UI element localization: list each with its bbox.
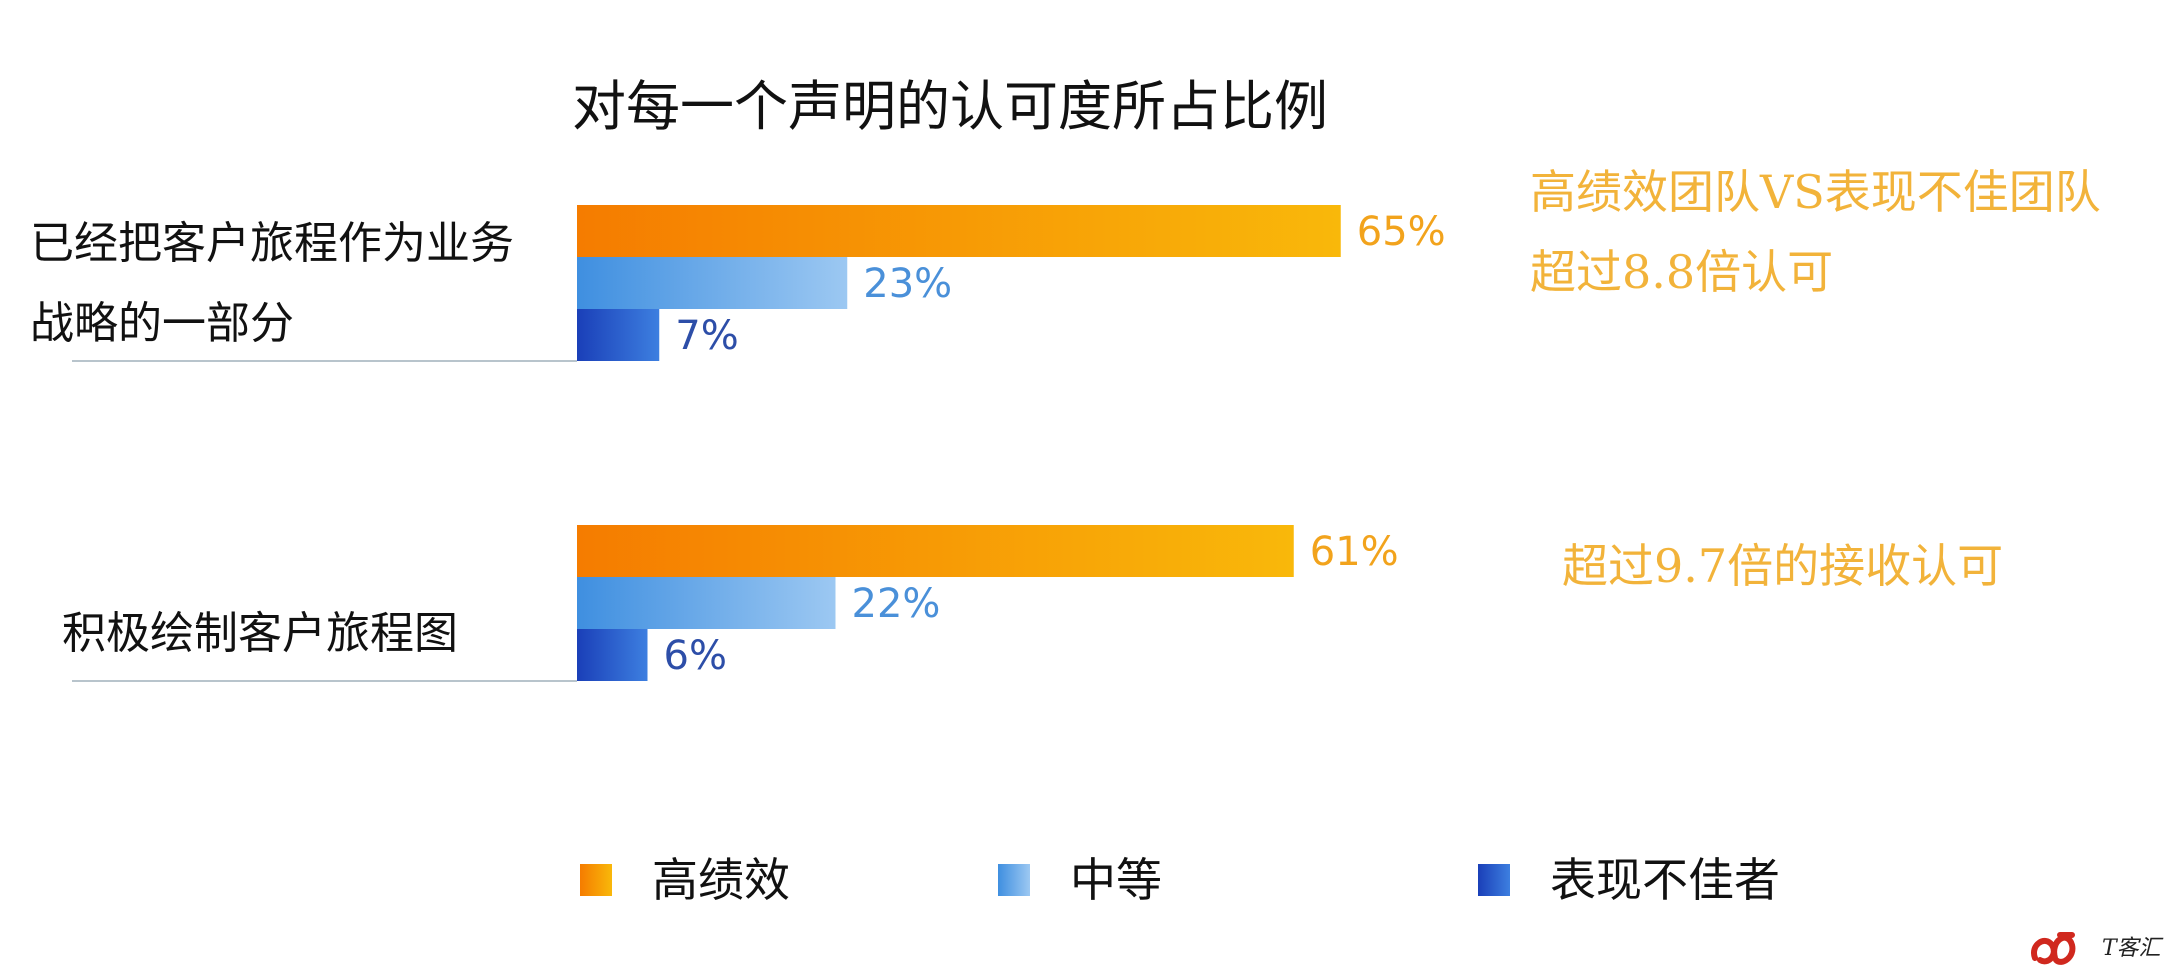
- annotation: 超过8.8倍认可: [1530, 245, 1833, 299]
- legend-label: 高绩效: [652, 853, 790, 907]
- bar: [577, 629, 648, 681]
- watermark-logo: T客汇: [2031, 932, 2164, 965]
- legend: 高绩效 中等 表现不佳者: [580, 853, 1780, 907]
- data-label: 6%: [664, 633, 727, 679]
- legend-item: 中等: [998, 853, 1162, 907]
- bar: [577, 577, 836, 629]
- legend-swatch: [580, 864, 612, 896]
- legend-swatch: [998, 864, 1030, 896]
- logo-mark-icon: [2031, 932, 2076, 965]
- bar: [577, 525, 1294, 577]
- watermark-text: T客汇: [2102, 936, 2164, 961]
- bar: [577, 257, 848, 309]
- category-label: 战略的一部分: [30, 298, 294, 349]
- annotation: 高绩效团队VS表现不佳团队: [1530, 165, 2101, 219]
- legend-swatch: [1478, 864, 1510, 896]
- bar: [577, 205, 1341, 257]
- chart-title: 对每一个声明的认可度所占比例: [572, 75, 1328, 138]
- category-label: 已经把客户旅程作为业务: [30, 218, 514, 269]
- bar: [577, 309, 660, 361]
- legend-label: 中等: [1070, 853, 1162, 907]
- data-label: 65%: [1357, 209, 1446, 255]
- data-label: 7%: [675, 313, 738, 359]
- annotation: 超过9.7倍的接收认可: [1562, 539, 2003, 593]
- bar-group: 积极绘制客户旅程图 61% 22% 6% 超过9.7倍的接收认可: [62, 525, 2003, 682]
- legend-item: 表现不佳者: [1478, 853, 1780, 907]
- data-label: 61%: [1310, 529, 1399, 575]
- category-label: 积极绘制客户旅程图: [62, 608, 458, 659]
- data-label: 22%: [852, 581, 941, 627]
- data-label: 23%: [863, 261, 952, 307]
- legend-item: 高绩效: [580, 853, 790, 907]
- legend-label: 表现不佳者: [1550, 853, 1780, 907]
